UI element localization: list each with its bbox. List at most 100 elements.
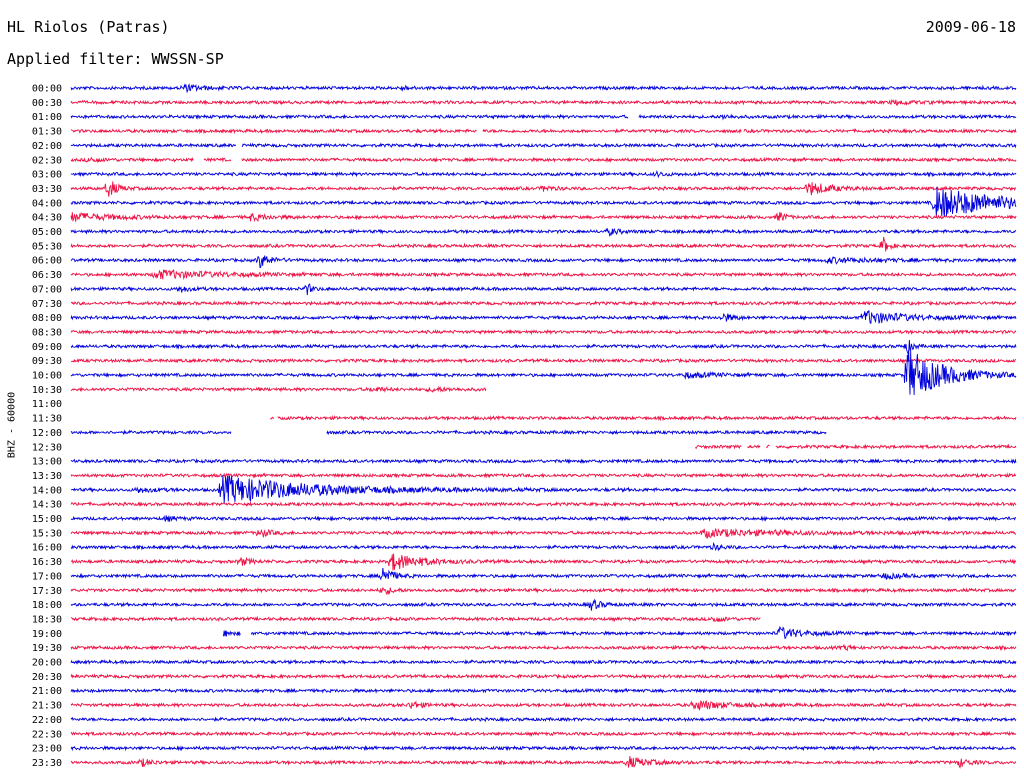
row-time-label: 13:00: [32, 457, 62, 468]
trace-row: [70, 527, 1017, 540]
row-time-label: 11:30: [32, 414, 62, 425]
traces: [70, 83, 1017, 769]
tick-labels: 00:00 00:30 01:00 01:30 02:00 02:30 03:00 03:30…: [32, 84, 62, 769]
trace-row: [70, 236, 1017, 252]
row-time-label: 20:30: [32, 672, 62, 683]
filter-label: Applied filter: WWSSN-SP: [7, 50, 224, 68]
trace-row: [70, 475, 1017, 504]
trace-row: [70, 268, 1017, 280]
row-time-label: 17:30: [32, 586, 62, 597]
trace-row: [71, 553, 1017, 571]
trace-row: [70, 211, 1017, 223]
trace-row: [222, 626, 1017, 640]
row-time-label: 04:30: [32, 213, 62, 224]
trace-row: [70, 339, 1017, 355]
row-time-label: 19:30: [32, 643, 62, 654]
row-time-label: 00:00: [32, 84, 62, 95]
row-time-label: 12:00: [32, 428, 62, 439]
trace-row: [70, 357, 1017, 364]
trace-row: [70, 385, 487, 393]
row-time-label: 03:30: [32, 184, 62, 195]
trace-row: [70, 615, 761, 623]
row-time-label: 05:00: [32, 227, 62, 238]
trace-row: [70, 181, 1017, 197]
row-time-label: 09:30: [32, 356, 62, 367]
trace-row: [70, 500, 1017, 508]
station-title: HL Riolos (Patras): [7, 18, 170, 36]
row-time-label: 19:00: [32, 629, 62, 640]
trace-row: [70, 716, 1017, 723]
date-label: 2009-06-18: [925, 18, 1016, 36]
row-time-label: 06:00: [32, 256, 62, 267]
row-time-label: 02:00: [32, 141, 62, 152]
trace-row: [70, 586, 1017, 596]
row-time-label: 03:00: [32, 170, 62, 181]
row-time-label: 17:00: [32, 571, 62, 582]
row-time-label: 09:00: [32, 342, 62, 353]
trace-row: [70, 755, 1017, 769]
row-time-label: 23:30: [32, 758, 62, 769]
trace-row: [70, 127, 1017, 135]
trace-row: [70, 310, 1017, 324]
row-time-label: 18:30: [32, 614, 62, 625]
row-time-label: 20:00: [32, 658, 62, 669]
row-time-label: 11:00: [32, 399, 62, 410]
row-time-label: 01:00: [32, 112, 62, 123]
row-time-label: 15:00: [32, 514, 62, 525]
row-time-label: 23:00: [32, 744, 62, 755]
trace-row: [70, 429, 827, 436]
row-time-label: 04:00: [32, 198, 62, 209]
row-time-label: 16:00: [32, 543, 62, 554]
trace-row: [70, 187, 1017, 218]
trace-row: [70, 744, 1017, 752]
row-time-label: 00:30: [32, 98, 62, 109]
row-time-label: 22:00: [32, 715, 62, 726]
row-time-label: 15:30: [32, 528, 62, 539]
row-time-label: 01:30: [32, 127, 62, 138]
row-time-label: 08:30: [32, 327, 62, 338]
trace-row: [70, 687, 1017, 694]
trace-row: [70, 83, 1017, 94]
trace-row: [70, 156, 1017, 164]
row-time-label: 13:30: [32, 471, 62, 482]
trace-row: [70, 113, 1017, 121]
trace-row: [70, 673, 1017, 680]
trace-row: [269, 414, 1017, 422]
trace-row: [70, 730, 1017, 738]
row-time-label: 10:30: [32, 385, 62, 396]
trace-row: [70, 515, 1017, 523]
trace-row: [695, 443, 1017, 450]
trace-row: [70, 598, 1017, 611]
row-time-label: 02:30: [32, 155, 62, 166]
trace-row: [70, 699, 1017, 711]
trace-row: [70, 169, 1017, 179]
row-time-label: 06:30: [32, 270, 62, 281]
row-time-label: 14:00: [32, 485, 62, 496]
trace-row: [70, 98, 1017, 107]
trace-row: [70, 328, 1017, 336]
row-time-label: 12:30: [32, 442, 62, 453]
trace-row: [70, 568, 1017, 581]
row-time-label: 14:30: [32, 500, 62, 511]
trace-row: [70, 283, 1017, 296]
row-time-label: 10:00: [32, 371, 62, 382]
trace-row: [70, 541, 1017, 552]
trace-row: [70, 142, 1017, 149]
trace-row: [70, 349, 1017, 396]
row-time-label: 21:30: [32, 701, 62, 712]
row-time-label: 08:00: [32, 313, 62, 324]
trace-row: [70, 643, 1017, 652]
trace-row: [70, 227, 1017, 237]
row-time-label: 22:30: [32, 729, 62, 740]
trace-row: [70, 299, 1017, 307]
trace-row: [70, 472, 1017, 479]
trace-row: [70, 458, 1017, 465]
trace-row: [70, 255, 1017, 269]
trace-row: [70, 658, 1017, 666]
row-time-label: 18:00: [32, 600, 62, 611]
row-time-label: 16:30: [32, 557, 62, 568]
row-time-label: 07:30: [32, 299, 62, 310]
row-time-label: 21:00: [32, 686, 62, 697]
row-time-label: 07:00: [32, 284, 62, 295]
